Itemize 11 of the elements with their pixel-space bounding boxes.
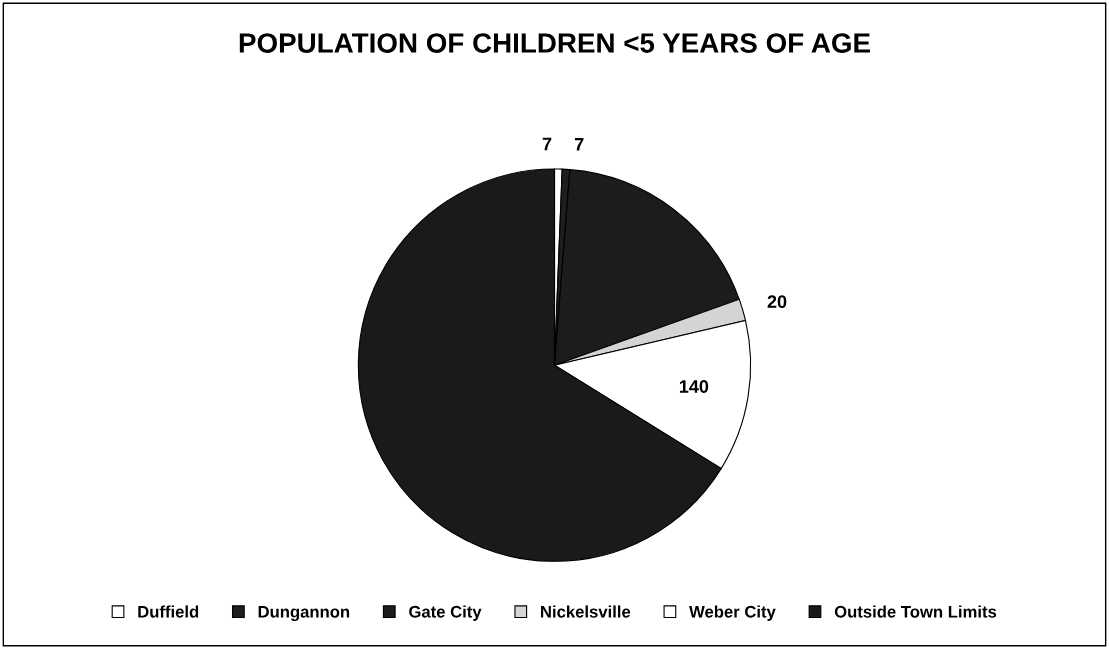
data-label: 7 — [542, 137, 552, 151]
data-label: 20 — [767, 295, 787, 309]
legend-label: Duffield — [138, 605, 199, 618]
chart-title: POPULATION OF CHILDREN <5 YEARS OF AGE — [239, 33, 870, 53]
legend-label: Gate City — [409, 605, 482, 621]
legend-label: Nickelsville — [541, 605, 631, 618]
data-label: 140 — [679, 380, 709, 393]
legend-label: Weber City — [689, 605, 776, 621]
data-label: 7 — [574, 138, 584, 151]
legend-label: Dungannon — [258, 606, 350, 622]
legend-label: Outside Town Limits — [834, 605, 997, 618]
